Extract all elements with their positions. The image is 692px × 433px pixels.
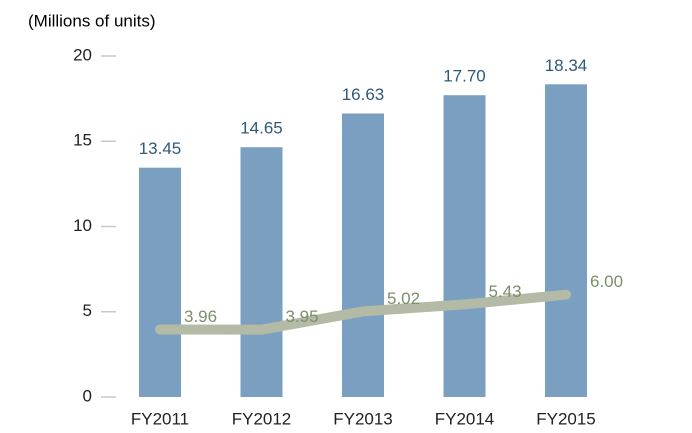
y-tick-label: 10 (73, 216, 92, 235)
x-tick-label: FY2014 (435, 409, 495, 428)
y-tick-label: 20 (73, 45, 92, 64)
line-value-label: 3.95 (286, 307, 319, 326)
line-value-label: 3.96 (184, 307, 217, 326)
bar (342, 113, 384, 398)
bar-value-label: 18.34 (545, 56, 588, 75)
y-tick-label: 15 (73, 131, 92, 150)
bar-value-label: 14.65 (240, 119, 283, 138)
bar (443, 95, 486, 397)
line-value-label: 5.43 (489, 282, 522, 301)
bar (139, 167, 181, 397)
x-tick-label: FY2011 (131, 409, 189, 428)
line (155, 289, 571, 335)
bar-value-label: 17.70 (443, 67, 486, 86)
bar-value-label: 16.63 (342, 85, 385, 104)
bar (545, 84, 587, 397)
line-value-label: 6.00 (590, 272, 623, 291)
bar-value-label: 13.45 (139, 139, 182, 158)
x-tick-label: FY2013 (333, 409, 393, 428)
y-tick-label: 5 (83, 301, 92, 320)
x-tick-label: FY2015 (536, 409, 596, 428)
axis-label: (Millions of units) (28, 11, 156, 30)
y-tick-label: 0 (83, 386, 92, 405)
line-value-label: 5.02 (387, 289, 420, 308)
bar (240, 147, 283, 397)
x-tick-label: FY2012 (232, 409, 292, 428)
